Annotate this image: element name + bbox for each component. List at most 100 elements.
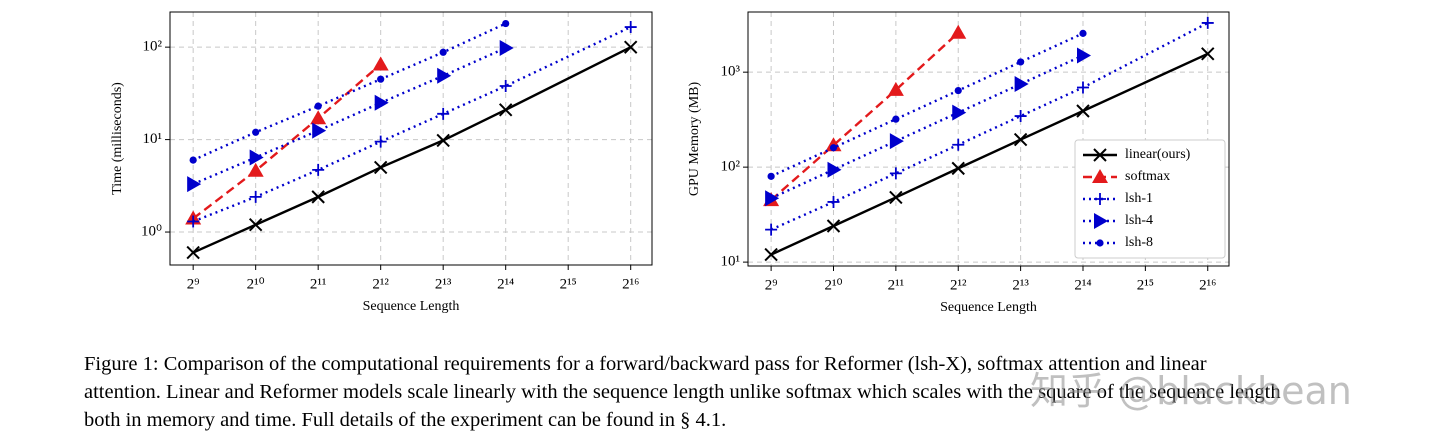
x-tick-label: 2¹⁵ [560, 276, 577, 292]
legend-box [1074, 139, 1226, 259]
y-axis-label: GPU Memory (MB) [687, 82, 702, 197]
marker [829, 144, 838, 152]
marker [187, 215, 200, 228]
x-tick-label: 2⁹ [765, 277, 778, 293]
legend-label: linear(ours) [1125, 147, 1191, 162]
marker [436, 133, 450, 148]
marker [1201, 16, 1214, 29]
y-tick-label: 10² [721, 159, 741, 175]
marker [187, 176, 202, 193]
marker [312, 163, 325, 176]
marker [765, 190, 780, 207]
marker [437, 107, 450, 120]
marker [1092, 169, 1108, 183]
marker [439, 48, 447, 56]
marker [502, 19, 510, 28]
marker [952, 104, 967, 121]
plot-frame [747, 11, 1230, 267]
marker [1076, 47, 1091, 64]
marker [624, 21, 637, 34]
legend-label: lsh-4 [1125, 213, 1153, 228]
marker [1094, 193, 1106, 205]
marker [767, 172, 775, 180]
marker [950, 24, 967, 39]
y-tick-label: 10¹ [143, 131, 163, 147]
watermark: 知乎 @blackbean [1030, 369, 1352, 413]
marker [1096, 239, 1104, 247]
marker [764, 247, 778, 262]
marker [1017, 58, 1025, 66]
x-tick-label: 2¹⁵ [1137, 277, 1154, 293]
x-tick-label: 2¹² [372, 276, 389, 292]
marker [623, 40, 638, 54]
marker [499, 79, 512, 92]
marker [314, 102, 322, 110]
marker [1076, 104, 1090, 118]
marker [189, 156, 197, 164]
marker [247, 162, 264, 177]
x-axis-label: Sequence Length [363, 299, 460, 314]
marker [1013, 132, 1028, 147]
marker [249, 149, 264, 166]
marker [1201, 47, 1215, 61]
marker [374, 135, 387, 148]
x-tick-label: 2¹³ [1012, 277, 1029, 293]
marker [186, 245, 200, 260]
x-tick-label: 2¹⁴ [497, 276, 514, 292]
x-tick-label: 2¹⁶ [622, 276, 639, 292]
series-line [192, 22, 507, 162]
marker [889, 167, 902, 180]
y-tick-label: 10² [143, 39, 163, 55]
marker [311, 190, 325, 204]
legend-label: softmax [1125, 169, 1170, 184]
marker [1014, 76, 1029, 93]
x-tick-label: 2¹⁰ [824, 277, 842, 293]
y-tick-label: 10¹ [721, 254, 741, 270]
series-line [192, 25, 632, 223]
legend-label: lsh-8 [1125, 235, 1153, 250]
marker [373, 160, 388, 175]
marker [892, 115, 900, 123]
x-tick-label: 2⁹ [187, 276, 200, 292]
marker [437, 67, 452, 84]
marker [954, 86, 962, 95]
marker [252, 128, 260, 136]
x-tick-label: 2¹¹ [310, 276, 327, 292]
marker [887, 81, 904, 96]
marker [249, 190, 262, 203]
marker [499, 39, 514, 56]
series-line [770, 31, 960, 201]
marker [374, 94, 389, 111]
marker [248, 218, 263, 232]
caption: Figure 1: Comparison of the computationa… [84, 353, 1281, 431]
marker [498, 103, 513, 117]
marker [765, 223, 778, 236]
marker [889, 190, 903, 205]
x-tick-label: 2¹² [950, 277, 967, 293]
figure: 2⁹ 2¹⁰ 2¹¹ 2¹² 2¹³ 2¹⁴ 2¹⁵ 2¹⁶ 10⁰ 10¹ 10² Sequence… [110, 11, 1230, 315]
marker [1093, 148, 1107, 162]
marker [952, 138, 965, 151]
x-tick-label: 2¹⁴ [1074, 277, 1091, 293]
x-tick-label: 2¹³ [435, 276, 452, 292]
series-line [770, 32, 1084, 178]
marker [1094, 213, 1108, 229]
marker [312, 122, 327, 139]
series-line [770, 54, 1084, 200]
marker [1079, 29, 1087, 37]
series-line [192, 46, 507, 186]
plot-frame [169, 11, 653, 266]
x-axis-label: Sequence Length [940, 300, 1037, 315]
marker [1014, 110, 1027, 123]
marker [372, 56, 389, 71]
marker [310, 110, 327, 125]
y-axis-label: Time (milliseconds) [110, 82, 125, 195]
series-line [192, 63, 382, 220]
legend-label: lsh-1 [1125, 191, 1153, 206]
marker [1076, 81, 1089, 94]
marker [827, 195, 840, 208]
x-tick-label: 2¹⁰ [247, 276, 265, 292]
x-tick-label: 2¹⁶ [1199, 277, 1216, 293]
y-tick-label: 10³ [721, 64, 741, 80]
marker [827, 161, 842, 178]
